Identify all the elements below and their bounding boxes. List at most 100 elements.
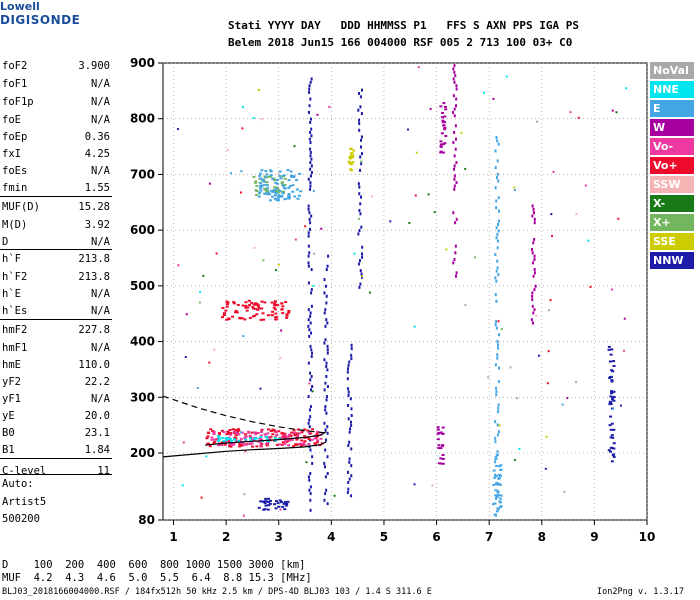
echo-mark — [607, 348, 611, 351]
echo-mark — [258, 172, 262, 175]
echo-mark — [235, 440, 239, 443]
echo-mark — [245, 309, 249, 312]
echo-mark — [441, 444, 445, 447]
echo-mark — [285, 503, 289, 506]
echo-mark — [358, 91, 361, 95]
echo-mark — [252, 431, 256, 434]
echo-mark — [496, 482, 500, 485]
echo-mark — [361, 252, 364, 256]
echo-mark — [260, 169, 264, 172]
echo-mark — [273, 308, 277, 311]
echo-mark — [268, 502, 272, 505]
echo-mark — [350, 424, 353, 428]
echo-mark — [360, 162, 363, 166]
noise-mark — [492, 97, 495, 100]
noise-mark — [277, 263, 280, 266]
echo-mark — [255, 445, 259, 448]
echo-mark — [267, 191, 271, 194]
echo-mark — [495, 386, 498, 390]
echo-mark — [302, 442, 306, 445]
echo-mark — [238, 317, 242, 320]
echo-mark — [237, 428, 241, 431]
echo-mark — [244, 439, 248, 442]
echo-mark — [496, 490, 500, 493]
echo-mark — [495, 236, 498, 240]
echo-mark — [244, 301, 248, 304]
echo-mark — [283, 198, 287, 201]
echo-mark — [293, 434, 297, 437]
echo-mark — [348, 162, 352, 165]
echo-mark — [453, 130, 456, 134]
echo-mark — [311, 428, 315, 431]
param-name: foF1p — [2, 96, 34, 108]
echo-mark — [348, 360, 351, 364]
echo-mark — [212, 430, 216, 433]
noise-mark — [563, 490, 566, 493]
echo-mark — [256, 432, 260, 435]
echo-mark — [307, 177, 310, 181]
noise-mark — [415, 151, 418, 154]
echo-mark — [228, 443, 232, 446]
echo-mark — [494, 458, 498, 461]
echo-mark — [323, 278, 326, 282]
echo-mark — [217, 444, 221, 447]
echo-mark — [287, 194, 291, 197]
noise-mark — [544, 467, 547, 470]
param-row: M(D) 3.92 — [2, 219, 110, 233]
echo-mark — [494, 436, 497, 440]
echo-mark — [274, 318, 278, 321]
noise-mark — [316, 113, 319, 116]
noise-mark — [611, 109, 614, 112]
echo-mark — [225, 302, 229, 305]
echo-mark — [260, 428, 264, 431]
echo-mark — [608, 424, 612, 427]
echo-mark — [232, 302, 236, 305]
echo-mark — [276, 178, 280, 181]
digisonde-logo-text: DIGISONDE — [0, 13, 81, 27]
param-value: 20.0 — [84, 410, 110, 422]
echo-mark — [607, 345, 611, 348]
echo-mark — [244, 304, 248, 307]
echo-mark — [265, 438, 269, 441]
echo-mark — [453, 184, 456, 188]
noise-mark — [566, 396, 569, 399]
echo-mark — [278, 499, 282, 502]
echo-mark — [310, 348, 313, 352]
echo-mark — [325, 294, 328, 298]
echo-mark — [610, 369, 614, 372]
param-name: M(D) — [2, 219, 28, 231]
echo-mark — [283, 177, 287, 180]
echo-mark — [453, 177, 456, 181]
echo-mark — [282, 502, 286, 505]
noise-mark — [460, 131, 463, 134]
echo-mark — [307, 264, 310, 268]
echo-mark — [270, 314, 274, 317]
echo-mark — [217, 436, 221, 439]
noise-mark — [552, 170, 555, 173]
echo-mark — [206, 442, 210, 445]
echo-mark — [495, 497, 498, 501]
echo-mark — [259, 318, 263, 321]
echo-mark — [361, 88, 364, 92]
echo-mark — [307, 207, 310, 211]
echo-mark — [300, 431, 304, 434]
echo-mark — [497, 229, 500, 233]
noise-mark — [242, 335, 245, 338]
echo-mark — [263, 433, 267, 436]
echo-mark — [252, 175, 256, 178]
echo-mark — [223, 443, 227, 446]
echo-mark — [241, 304, 245, 307]
param-row: hmF2 227.8 — [2, 324, 110, 338]
echo-mark — [436, 426, 440, 429]
echo-mark — [224, 440, 228, 443]
echo-mark — [347, 363, 350, 367]
legend-entry: X+ — [650, 214, 694, 231]
echo-mark — [533, 268, 536, 272]
param-row: foF2 3.900 — [2, 60, 110, 74]
param-value: N/A — [91, 96, 110, 108]
echo-mark — [325, 318, 328, 322]
param-value: 3.900 — [78, 60, 110, 72]
echo-mark — [452, 67, 455, 71]
echo-mark — [441, 457, 445, 460]
param-value: N/A — [91, 114, 110, 126]
